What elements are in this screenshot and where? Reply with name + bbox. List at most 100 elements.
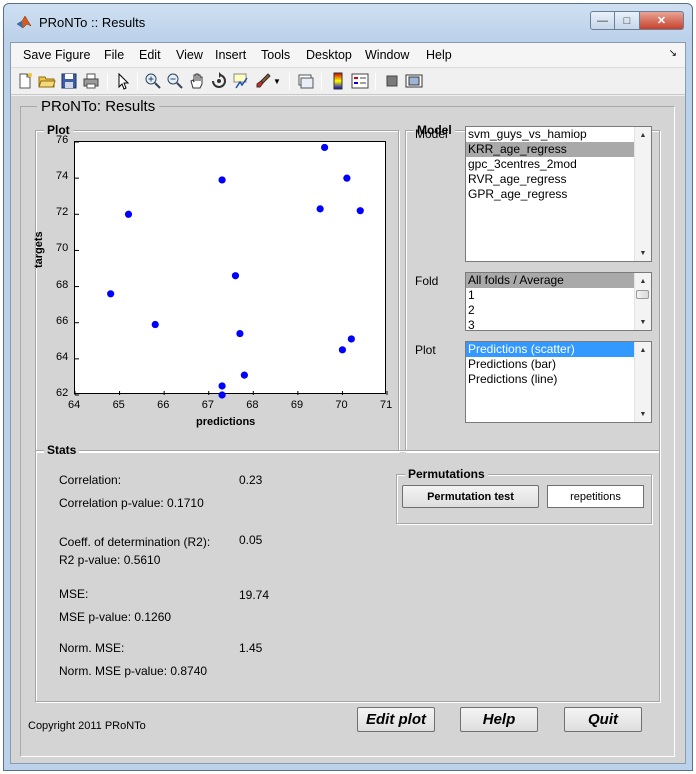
plot-type-scrollbar[interactable]: ▲ ▼ <box>634 342 651 422</box>
edit-plot-button[interactable]: Edit plot <box>357 707 435 732</box>
list-item[interactable]: RVR_age_regress <box>468 172 567 186</box>
toolbar-separator <box>137 73 138 90</box>
window-client: Save Figure File Edit View Insert Tools … <box>10 42 686 764</box>
maximize-button[interactable]: □ <box>615 11 640 30</box>
fold-listbox[interactable]: All folds / Average 1 2 3 ▲ ▼ <box>465 272 652 331</box>
scatter-point <box>218 176 226 184</box>
data-cursor-icon[interactable] <box>232 72 250 90</box>
colorbar-icon[interactable] <box>329 72 347 90</box>
scatter-point <box>218 391 226 399</box>
mse-label: MSE: <box>59 587 89 601</box>
list-item[interactable]: gpc_3centres_2mod <box>468 157 577 171</box>
title-bar[interactable]: PRoNTo :: Results — □ ✕ <box>4 4 692 42</box>
list-item[interactable]: All folds / Average <box>466 273 651 288</box>
plot-axes[interactable] <box>74 141 388 399</box>
x-axis-label: predictions <box>196 416 256 428</box>
window-title: PRoNTo :: Results <box>39 15 146 30</box>
model-scrollbar[interactable]: ▲ ▼ <box>634 127 651 261</box>
list-item[interactable]: 3 <box>468 318 475 331</box>
x-tick-label: 65 <box>112 399 125 411</box>
r2-label: Coeff. of determination (R2): <box>59 535 211 549</box>
menu-bar: Save Figure File Edit View Insert Tools … <box>11 43 685 67</box>
list-item[interactable]: 1 <box>468 288 475 302</box>
list-item[interactable]: GPR_age_regress <box>468 187 568 201</box>
zoom-out-icon[interactable] <box>166 72 184 90</box>
toolbar-separator <box>375 73 376 90</box>
scatter-point <box>218 382 226 390</box>
list-item[interactable]: KRR_age_regress <box>466 142 651 157</box>
hide-plot-tools-icon[interactable] <box>383 72 401 90</box>
results-panel-title: PRoNTo: Results <box>37 98 160 115</box>
scatter-point <box>151 320 159 329</box>
dock-arrow-icon[interactable]: ↘ <box>668 48 677 59</box>
scroll-up-icon[interactable]: ▲ <box>639 131 647 139</box>
legend-icon[interactable] <box>351 72 369 90</box>
menu-help[interactable]: Help <box>426 48 452 62</box>
link-icon[interactable] <box>297 72 315 90</box>
plot-type-listbox[interactable]: Predictions (scatter) Predictions (bar) … <box>465 341 652 423</box>
scatter-point <box>124 210 133 218</box>
zoom-in-icon[interactable] <box>144 72 162 90</box>
help-button[interactable]: Help <box>460 707 538 732</box>
pointer-icon[interactable] <box>114 72 132 90</box>
y-tick-label: 76 <box>56 134 69 146</box>
toolbar-separator <box>107 73 108 90</box>
scatter-plot <box>74 141 388 399</box>
x-tick-label: 64 <box>68 399 81 411</box>
r2-p-value: R2 p-value: 0.5610 <box>59 553 161 567</box>
rotate-icon[interactable] <box>210 72 228 90</box>
scroll-up-icon[interactable]: ▲ <box>639 277 647 285</box>
open-file-icon[interactable] <box>38 72 56 90</box>
save-icon[interactable] <box>60 72 78 90</box>
list-item[interactable]: Predictions (line) <box>468 372 558 386</box>
scroll-thumb[interactable] <box>636 290 649 299</box>
close-button[interactable]: ✕ <box>640 11 684 30</box>
plot-group-title: Plot <box>44 123 73 137</box>
menu-insert[interactable]: Insert <box>215 48 247 62</box>
correlation-value: 0.23 <box>239 473 263 487</box>
r2-value: 0.05 <box>239 533 263 547</box>
list-item[interactable]: svm_guys_vs_hamiop <box>468 127 587 141</box>
minimize-button[interactable]: — <box>590 11 615 30</box>
fold-scrollbar[interactable]: ▲ ▼ <box>634 273 651 330</box>
toolbar-separator <box>321 73 322 90</box>
x-tick-label: 71 <box>380 399 393 411</box>
norm-mse-value: 1.45 <box>239 641 263 655</box>
menu-view[interactable]: View <box>176 48 203 62</box>
quit-button[interactable]: Quit <box>564 707 642 732</box>
close-icon: ✕ <box>656 15 667 27</box>
norm-mse-p-value: Norm. MSE p-value: 0.8740 <box>59 664 208 678</box>
menu-edit[interactable]: Edit <box>139 48 161 62</box>
list-item[interactable]: Predictions (scatter) <box>466 342 651 357</box>
menu-file[interactable]: File <box>104 48 125 62</box>
y-tick-label: 64 <box>56 350 69 363</box>
menu-window[interactable]: Window <box>365 48 410 62</box>
menu-desktop[interactable]: Desktop <box>306 48 352 62</box>
show-plot-tools-icon[interactable] <box>405 72 423 90</box>
model-listbox[interactable]: svm_guys_vs_hamiop KRR_age_regress gpc_3… <box>465 126 652 262</box>
repetitions-field[interactable]: repetitions <box>547 485 644 508</box>
scroll-down-icon[interactable]: ▼ <box>639 249 647 257</box>
x-tick-label: 68 <box>246 399 259 411</box>
list-item[interactable]: 2 <box>468 303 475 317</box>
list-item[interactable]: Predictions (bar) <box>468 357 557 371</box>
mse-p-value: MSE p-value: 0.1260 <box>59 610 172 624</box>
scroll-down-icon[interactable]: ▼ <box>639 318 647 326</box>
brush-icon[interactable] <box>254 72 272 90</box>
x-tick-label: 66 <box>157 399 170 411</box>
pan-icon[interactable] <box>188 72 206 90</box>
permutation-test-button[interactable]: Permutation test <box>402 485 539 508</box>
scatter-point <box>316 205 324 213</box>
scroll-down-icon[interactable]: ▼ <box>639 410 647 418</box>
plot-type-label: Plot <box>415 343 436 357</box>
matlab-logo-icon <box>16 14 32 30</box>
print-icon[interactable] <box>82 72 100 90</box>
scroll-up-icon[interactable]: ▲ <box>639 346 647 354</box>
y-tick-label: 74 <box>56 170 69 183</box>
menu-tools[interactable]: Tools <box>261 48 291 62</box>
menu-save-figure[interactable]: Save Figure <box>23 48 91 62</box>
results-panel <box>20 106 675 757</box>
new-figure-icon[interactable] <box>16 72 34 90</box>
brush-dropdown-icon[interactable]: ▼ <box>273 76 281 86</box>
stats-group: Stats <box>35 443 660 702</box>
